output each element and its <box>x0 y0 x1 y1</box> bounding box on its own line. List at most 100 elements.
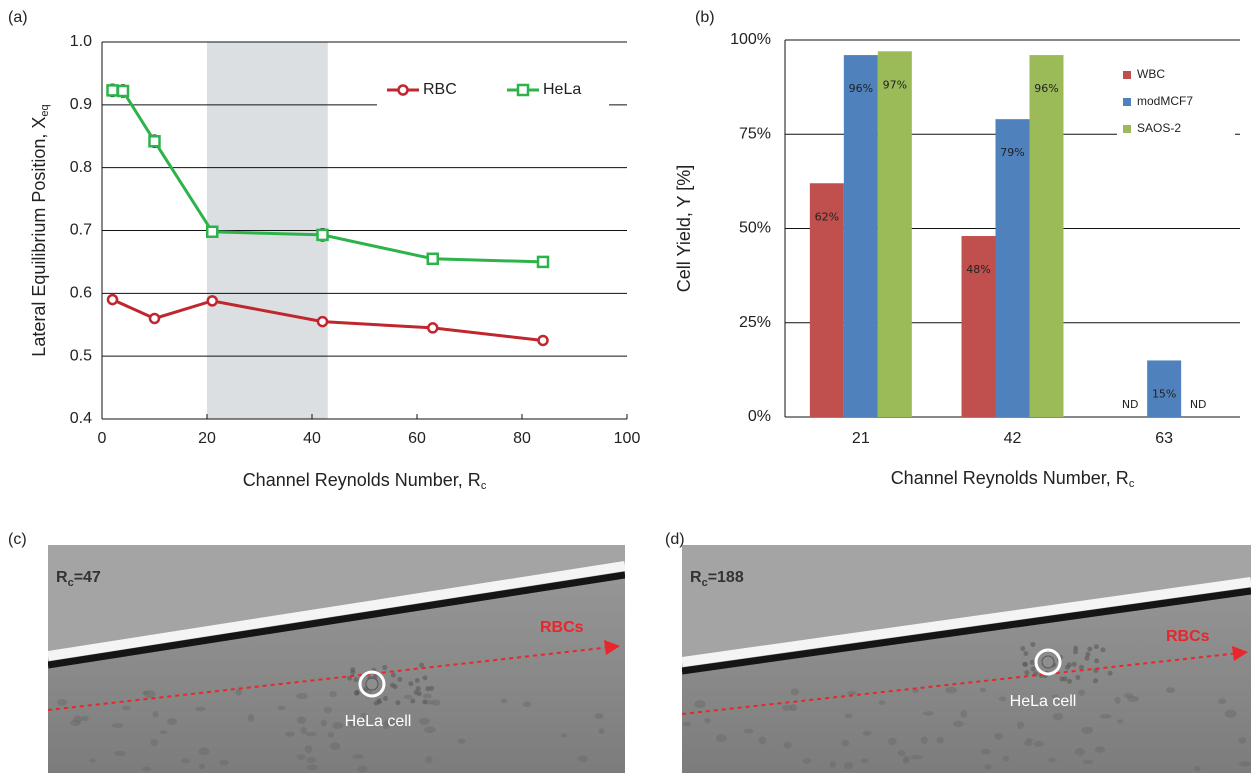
panel-label: (d) <box>665 531 685 548</box>
cell-dot <box>1127 696 1139 702</box>
rbc-dot <box>1108 671 1113 676</box>
cell-dot <box>911 755 923 760</box>
cell-dot <box>1115 697 1121 704</box>
cell-dot <box>152 711 158 717</box>
cell-dot <box>297 716 306 724</box>
cell-dot <box>888 738 897 745</box>
hela-cell <box>366 678 378 690</box>
cell-dot <box>328 732 335 737</box>
data-point <box>208 296 217 305</box>
rbc-dot <box>1063 676 1068 681</box>
cell-dot <box>304 745 312 753</box>
cell-dot <box>307 765 318 771</box>
cell-dot <box>1095 746 1106 753</box>
rbc-dot <box>1030 642 1035 647</box>
x-tick-label: 20 <box>198 430 216 447</box>
legend-marker <box>518 85 528 95</box>
cell-dot <box>1117 719 1123 723</box>
cell-dot <box>960 710 967 718</box>
rbc-dot <box>1093 678 1098 683</box>
rbc-dot <box>419 663 424 668</box>
panel-label: (b) <box>695 9 715 26</box>
cell-dot <box>953 721 964 727</box>
cell-dot <box>1048 758 1056 762</box>
legend-label: WBC <box>1137 67 1165 81</box>
reynolds-label-rest: =47 <box>74 569 101 586</box>
cell-dot <box>903 758 909 763</box>
cell-dot <box>285 731 295 736</box>
x-axis-label: Channel Reynolds Number, Rc <box>243 470 487 492</box>
cell-dot <box>1225 710 1237 718</box>
cell-dot <box>923 711 934 715</box>
cell-dot <box>744 729 754 734</box>
rbc-dot <box>1084 656 1089 661</box>
cell-dot <box>423 694 432 699</box>
cell-dot <box>297 754 306 760</box>
data-point <box>118 86 128 96</box>
cell-dot <box>150 739 157 746</box>
stream-label: RBCs <box>1166 628 1210 645</box>
cell-dot <box>879 700 886 705</box>
data-point <box>428 254 438 264</box>
cell-dot <box>89 758 95 762</box>
cell-dot <box>501 699 508 703</box>
value-label: 62% <box>815 210 839 223</box>
cell-dot <box>1024 741 1033 746</box>
cell-dot <box>1218 699 1227 704</box>
cell-dot <box>306 757 316 763</box>
cell-label: HeLa cell <box>1010 693 1077 710</box>
rbc-dot <box>422 675 427 680</box>
x-axis-label-main: Channel Reynolds Number, R <box>891 468 1129 488</box>
cell-dot <box>861 758 869 763</box>
x-tick-label: 42 <box>1004 430 1022 447</box>
x-axis-label: Channel Reynolds Number, Rc <box>891 468 1135 490</box>
cell-dot <box>1083 760 1094 764</box>
micrograph: HeLa cell RBCs Rc=188 <box>682 545 1251 773</box>
cell-dot <box>1166 687 1175 693</box>
x-axis-label-sub: c <box>1129 478 1135 490</box>
cell-dot <box>783 742 791 749</box>
data-point <box>108 85 118 95</box>
reynolds-label: Rc=188 <box>690 569 744 589</box>
y-tick-label: 25% <box>739 314 771 331</box>
cell-dot <box>1100 714 1112 718</box>
cell-dot <box>329 691 337 697</box>
cell-dot <box>1053 713 1063 720</box>
legend-swatch <box>1123 125 1131 133</box>
y-tick-label: 0.6 <box>70 285 92 302</box>
y-tick-label: 50% <box>739 220 771 237</box>
rbc-dot <box>1094 644 1099 649</box>
rbc-dot <box>1023 651 1028 656</box>
cell-dot <box>1075 748 1086 755</box>
rbc-dot <box>1072 662 1077 667</box>
cell-dot <box>167 718 177 725</box>
cell-dot <box>219 760 229 766</box>
x-tick-label: 100 <box>614 430 641 447</box>
y-tick-label: 0.5 <box>70 347 92 364</box>
cell-dot <box>458 738 466 743</box>
rbc-dot <box>416 686 421 691</box>
cell-dot <box>300 727 306 735</box>
x-axis-label-sub: c <box>481 480 487 492</box>
legend-label: modMCF7 <box>1137 94 1193 108</box>
cell-dot <box>404 695 412 699</box>
cell-dot <box>1078 690 1085 696</box>
cell-dot <box>1238 737 1246 743</box>
rbc-dot <box>1075 675 1080 680</box>
data-point <box>108 295 117 304</box>
rbc-dot <box>1030 660 1035 665</box>
value-label: 96% <box>1034 82 1058 95</box>
cell-dot <box>561 733 568 738</box>
legend-label: SAOS-2 <box>1137 121 1181 135</box>
cell-dot <box>599 728 605 734</box>
cell-dot <box>81 716 88 721</box>
rbc-dot <box>1031 667 1036 672</box>
cell-dot <box>1194 766 1201 772</box>
rbc-dot <box>390 683 395 688</box>
y-axis-label: Cell Yield, Y [%] <box>674 165 694 292</box>
cell-dot <box>523 701 531 707</box>
rbc-dot <box>350 667 355 672</box>
cell-dot <box>122 706 131 710</box>
y-tick-label: 0.8 <box>70 159 92 176</box>
